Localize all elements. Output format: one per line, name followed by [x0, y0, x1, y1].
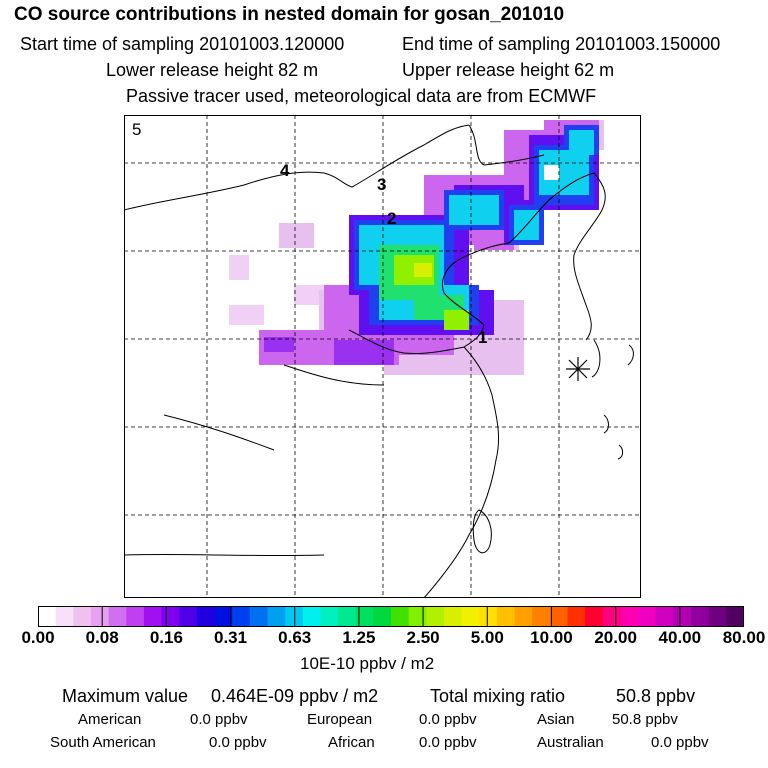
colorbar-tick-label: 0.08: [85, 628, 119, 647]
panel-number: 5: [132, 120, 141, 139]
colorbar-cell: [567, 606, 586, 627]
colorbar-cell: [602, 606, 621, 627]
total-label: Total mixing ratio: [430, 686, 566, 706]
colorbar-tick-label: 20.00: [594, 628, 637, 647]
colorbar-cell: [143, 606, 163, 627]
asian-value: 50.8 ppbv: [612, 711, 678, 728]
colorbar-cell: [673, 606, 692, 627]
american-value: 0.0 ppbv: [190, 711, 248, 728]
colorbar-cell: [38, 606, 57, 627]
coastline: [124, 124, 634, 598]
colorbar-cell: [373, 606, 392, 627]
colorbar-cell: [585, 606, 604, 627]
max-value: 0.464E-09 ppbv / m2: [211, 686, 379, 706]
colorbar-cell: [126, 606, 145, 627]
colorbar-cell: [408, 606, 427, 627]
colorbar-tick-label: 5.00: [470, 628, 504, 647]
colorbar-tick-label: 1.25: [342, 628, 376, 647]
colorbar-cell: [302, 606, 321, 627]
trajectory-label-4: 4: [280, 161, 290, 180]
asian-label: Asian: [537, 711, 575, 728]
colorbar-unit: 10E-10 ppbv / m2: [300, 654, 435, 673]
colorbar-cell: [232, 606, 251, 627]
colorbar-cell: [196, 606, 215, 627]
upper-release-height: Upper release height 62 m: [402, 60, 615, 80]
receptor-marker-icon: [566, 357, 590, 381]
colorbar-tick-label: 0.63: [278, 628, 312, 647]
colorbar-cell: [549, 606, 568, 627]
map-border: [124, 115, 641, 598]
colorbar-cell: [249, 606, 268, 627]
start-time: Start time of sampling 20101003.120000: [20, 34, 345, 54]
colorbar-cell: [73, 606, 92, 627]
colorbar-tick-label: 2.50: [406, 628, 440, 647]
african-label: African: [328, 734, 375, 751]
trajectory-label-2: 2: [387, 209, 396, 228]
colorbar-cell: [638, 606, 657, 627]
colorbar-cell: [514, 606, 533, 627]
european-value: 0.0 ppbv: [419, 711, 477, 728]
colorbar-cell: [214, 606, 233, 627]
colorbar: [38, 606, 744, 627]
max-label: Maximum value: [62, 686, 189, 706]
colorbar-cell: [90, 606, 110, 627]
colorbar-cell: [426, 606, 445, 627]
colorbar-cell: [338, 606, 357, 627]
colorbar-cell: [108, 606, 127, 627]
colorbar-cell: [708, 606, 727, 627]
south-american-label: South American: [50, 734, 156, 751]
trajectory-label-3: 3: [377, 175, 386, 194]
tracer-note: Passive tracer used, meteorological data…: [126, 86, 597, 106]
african-value: 0.0 ppbv: [419, 734, 477, 751]
australian-value: 0.0 ppbv: [651, 734, 709, 751]
colorbar-tick-label: 0.00: [21, 628, 55, 647]
colorbar-cell: [267, 606, 286, 627]
australian-label: Australian: [537, 734, 604, 751]
colorbar-tick-label: 0.16: [149, 628, 183, 647]
south-american-value: 0.0 ppbv: [209, 734, 267, 751]
lower-release-height: Lower release height 82 m: [106, 60, 319, 80]
colorbar-cell: [161, 606, 180, 627]
european-label: European: [307, 711, 373, 728]
colorbar-cell: [655, 606, 674, 627]
total-value: 50.8 ppbv: [616, 686, 696, 706]
figure-title: CO source contributions in nested domain…: [14, 4, 565, 25]
colorbar-cell: [496, 606, 516, 627]
colorbar-cell: [461, 606, 480, 627]
trajectory-label-1: 1: [478, 328, 487, 347]
colorbar-cell: [55, 606, 74, 627]
concentration-plume: [229, 120, 604, 375]
colorbar-cell: [726, 606, 744, 627]
colorbar-cell: [479, 606, 498, 627]
colorbar-tick-label: 80.00: [722, 628, 766, 647]
end-time: End time of sampling 20101003.150000: [402, 34, 721, 54]
colorbar-cell: [285, 606, 304, 627]
colorbar-cell: [179, 606, 198, 627]
colorbar-cell: [691, 606, 710, 627]
map-panel: 5 1 2 3 4: [124, 115, 641, 598]
colorbar-cell: [391, 606, 410, 627]
colorbar-cell: [355, 606, 374, 627]
colorbar-tick-label: 40.00: [658, 628, 702, 647]
grid-lines: [124, 115, 641, 598]
colorbar-cell: [320, 606, 339, 627]
colorbar-tick-label: 10.00: [530, 628, 573, 647]
american-label: American: [78, 711, 142, 728]
colorbar-cell: [620, 606, 639, 627]
colorbar-tick-label: 0.31: [213, 628, 248, 647]
colorbar-cell: [532, 606, 551, 627]
colorbar-cell: [443, 606, 463, 627]
